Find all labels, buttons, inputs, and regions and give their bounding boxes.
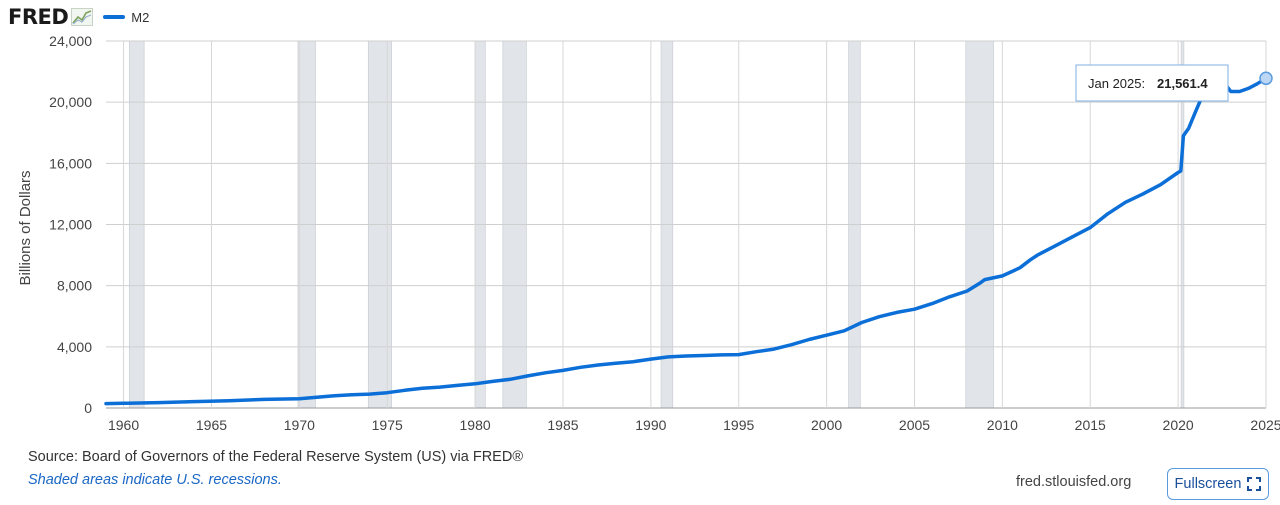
y-tick-label: 24,000: [49, 33, 92, 49]
x-tick-label: 2010: [987, 417, 1018, 433]
x-tick-label: 2025: [1250, 417, 1280, 433]
tooltip-date: Jan 2025:: [1088, 76, 1145, 91]
fred-url-link[interactable]: fred.stlouisfed.org: [1016, 474, 1132, 490]
y-axis-label: Billions of Dollars: [17, 170, 34, 285]
legend-swatch-m2: [103, 15, 126, 19]
tooltip-value: 21,561.4: [1157, 76, 1208, 91]
chart[interactable]: 0 4,000 8,000 12,000 16,000 20,000 24,000 1960…: [0, 0, 1280, 445]
x-tick-label: 2020: [1163, 417, 1194, 433]
source-text: Source: Board of Governors of the Federa…: [28, 449, 524, 465]
x-tick-label: 2005: [899, 417, 930, 433]
y-tick-label: 0: [84, 400, 92, 416]
tooltip: Jan 2025: 21,561.4: [1075, 64, 1273, 102]
y-tick-label: 16,000: [49, 155, 92, 171]
y-tick-label: 8,000: [57, 278, 92, 294]
x-tick-label: 2015: [1075, 417, 1106, 433]
x-tick-label: 2000: [811, 417, 842, 433]
fullscreen-button[interactable]: Fullscreen: [1167, 468, 1269, 500]
recession-note[interactable]: Shaded areas indicate U.S. recessions.: [28, 472, 282, 488]
x-tick-label: 1975: [372, 417, 403, 433]
x-axis-ticks: 1960 1965 1970 1975 1980 1985 1990 1995 2000 2005…: [108, 417, 1280, 433]
grid: [106, 40, 1267, 409]
x-tick-label: 1965: [196, 417, 227, 433]
y-tick-label: 12,000: [49, 217, 92, 233]
fred-logo[interactable]: FRED: [8, 5, 69, 29]
x-tick-label: 1970: [284, 417, 315, 433]
y-axis-ticks: 0 4,000 8,000 12,000 16,000 20,000 24,000: [49, 33, 92, 416]
y-tick-label: 20,000: [49, 94, 92, 110]
fullscreen-label: Fullscreen: [1174, 476, 1242, 492]
x-tick-label: 1995: [723, 417, 754, 433]
chart-trend-icon: [71, 8, 94, 26]
series-line-m2[interactable]: [104, 74, 1268, 406]
expand-icon: [1247, 477, 1262, 491]
tooltip-box: [1075, 64, 1229, 102]
x-tick-label: 1985: [547, 417, 578, 433]
tooltip-marker: [1259, 71, 1273, 86]
x-tick-label: 1980: [460, 417, 491, 433]
x-tick-label: 1960: [108, 417, 139, 433]
fred-header: FRED M2: [8, 4, 149, 30]
legend-label-m2: M2: [131, 9, 150, 25]
x-tick-label: 1990: [635, 417, 666, 433]
y-tick-label: 4,000: [57, 339, 92, 355]
